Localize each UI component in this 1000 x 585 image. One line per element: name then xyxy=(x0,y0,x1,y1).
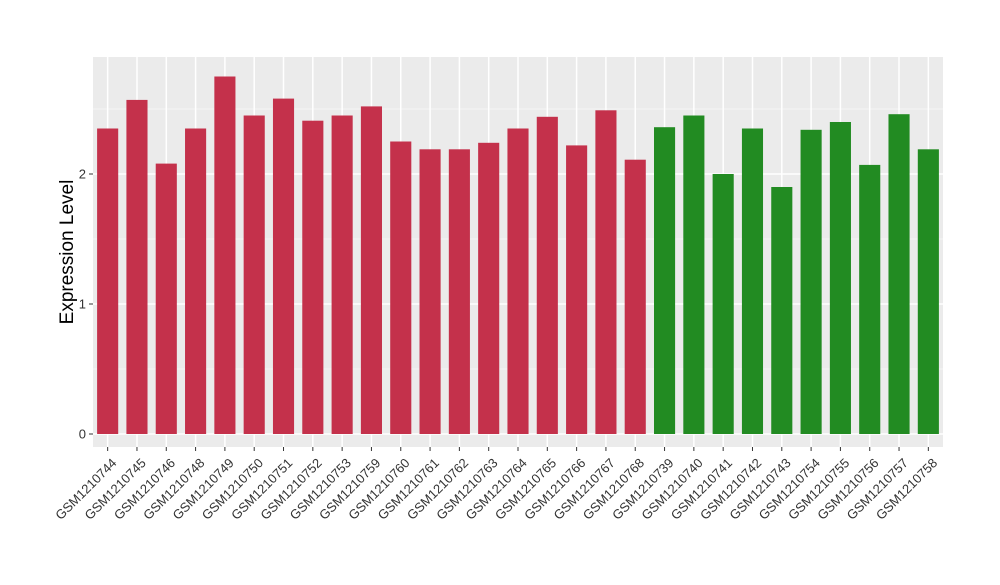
bars xyxy=(97,76,939,435)
x-axis: GSM1210744GSM1210745GSM1210746GSM1210748… xyxy=(52,447,940,523)
bar-GSM1210755 xyxy=(829,122,851,434)
bar-GSM1210750 xyxy=(243,115,265,434)
bar-GSM1210757 xyxy=(888,114,910,434)
bar-GSM1210740 xyxy=(683,115,705,434)
bar-GSM1210766 xyxy=(566,145,588,434)
bar-GSM1210753 xyxy=(331,115,353,434)
bar-GSM1210749 xyxy=(214,76,236,434)
bar-GSM1210744 xyxy=(97,128,119,434)
bar-GSM1210745 xyxy=(126,99,148,435)
bar-GSM1210765 xyxy=(536,116,558,435)
bar-GSM1210751 xyxy=(272,98,295,434)
y-axis: 0 1 2 xyxy=(79,167,93,442)
bar-GSM1210758 xyxy=(917,149,939,435)
bar-GSM1210748 xyxy=(185,128,207,434)
bar-GSM1210760 xyxy=(390,141,412,434)
bar-GSM1210763 xyxy=(478,142,500,435)
bar-GSM1210754 xyxy=(800,129,822,435)
bar-GSM1210742 xyxy=(741,128,764,434)
y-tick-label: 1 xyxy=(79,297,86,312)
bar-GSM1210767 xyxy=(595,110,617,435)
bar-GSM1210768 xyxy=(624,159,646,434)
y-tick-label: 2 xyxy=(79,167,86,182)
bar-GSM1210741 xyxy=(712,174,734,434)
bar-GSM1210762 xyxy=(448,149,470,435)
bar-GSM1210761 xyxy=(419,149,441,435)
y-axis-title: Expression Level xyxy=(57,180,78,325)
bar-GSM1210743 xyxy=(771,187,793,434)
bar-GSM1210746 xyxy=(155,163,177,434)
bar-GSM1210756 xyxy=(859,164,881,434)
bar-GSM1210759 xyxy=(360,106,382,435)
y-tick-label: 0 xyxy=(79,427,86,442)
bar-GSM1210739 xyxy=(654,127,676,434)
bar-GSM1210764 xyxy=(507,128,529,434)
bar-GSM1210752 xyxy=(302,120,324,434)
